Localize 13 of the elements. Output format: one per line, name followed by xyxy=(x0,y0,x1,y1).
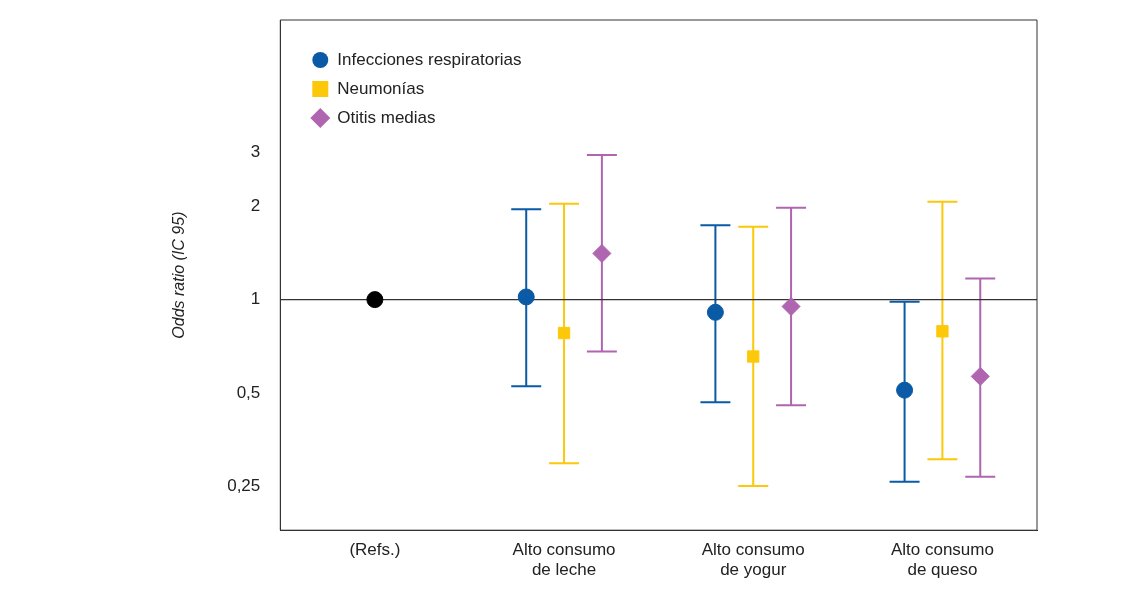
x-tick-label: Alto consumo de yogur xyxy=(701,540,805,580)
y-axis-title: Odds ratio (IC 95) xyxy=(170,211,188,339)
x-tick-label: Alto consumo de queso xyxy=(890,540,994,580)
y-tick-label: 0,25 xyxy=(227,475,261,495)
y-tick-label: 3 xyxy=(250,141,261,161)
y-tick-label: 1 xyxy=(250,289,261,309)
x-tick-label: (Refs.) xyxy=(349,540,401,560)
legend-label: Infecciones respiratorias xyxy=(337,49,522,69)
legend-label: Neumonías xyxy=(337,78,425,98)
legend-label: Otitis medias xyxy=(337,107,436,127)
y-tick-label: 0,5 xyxy=(236,382,261,402)
y-tick-label: 2 xyxy=(250,196,261,216)
x-tick-label: Alto consumo de leche xyxy=(512,540,616,580)
